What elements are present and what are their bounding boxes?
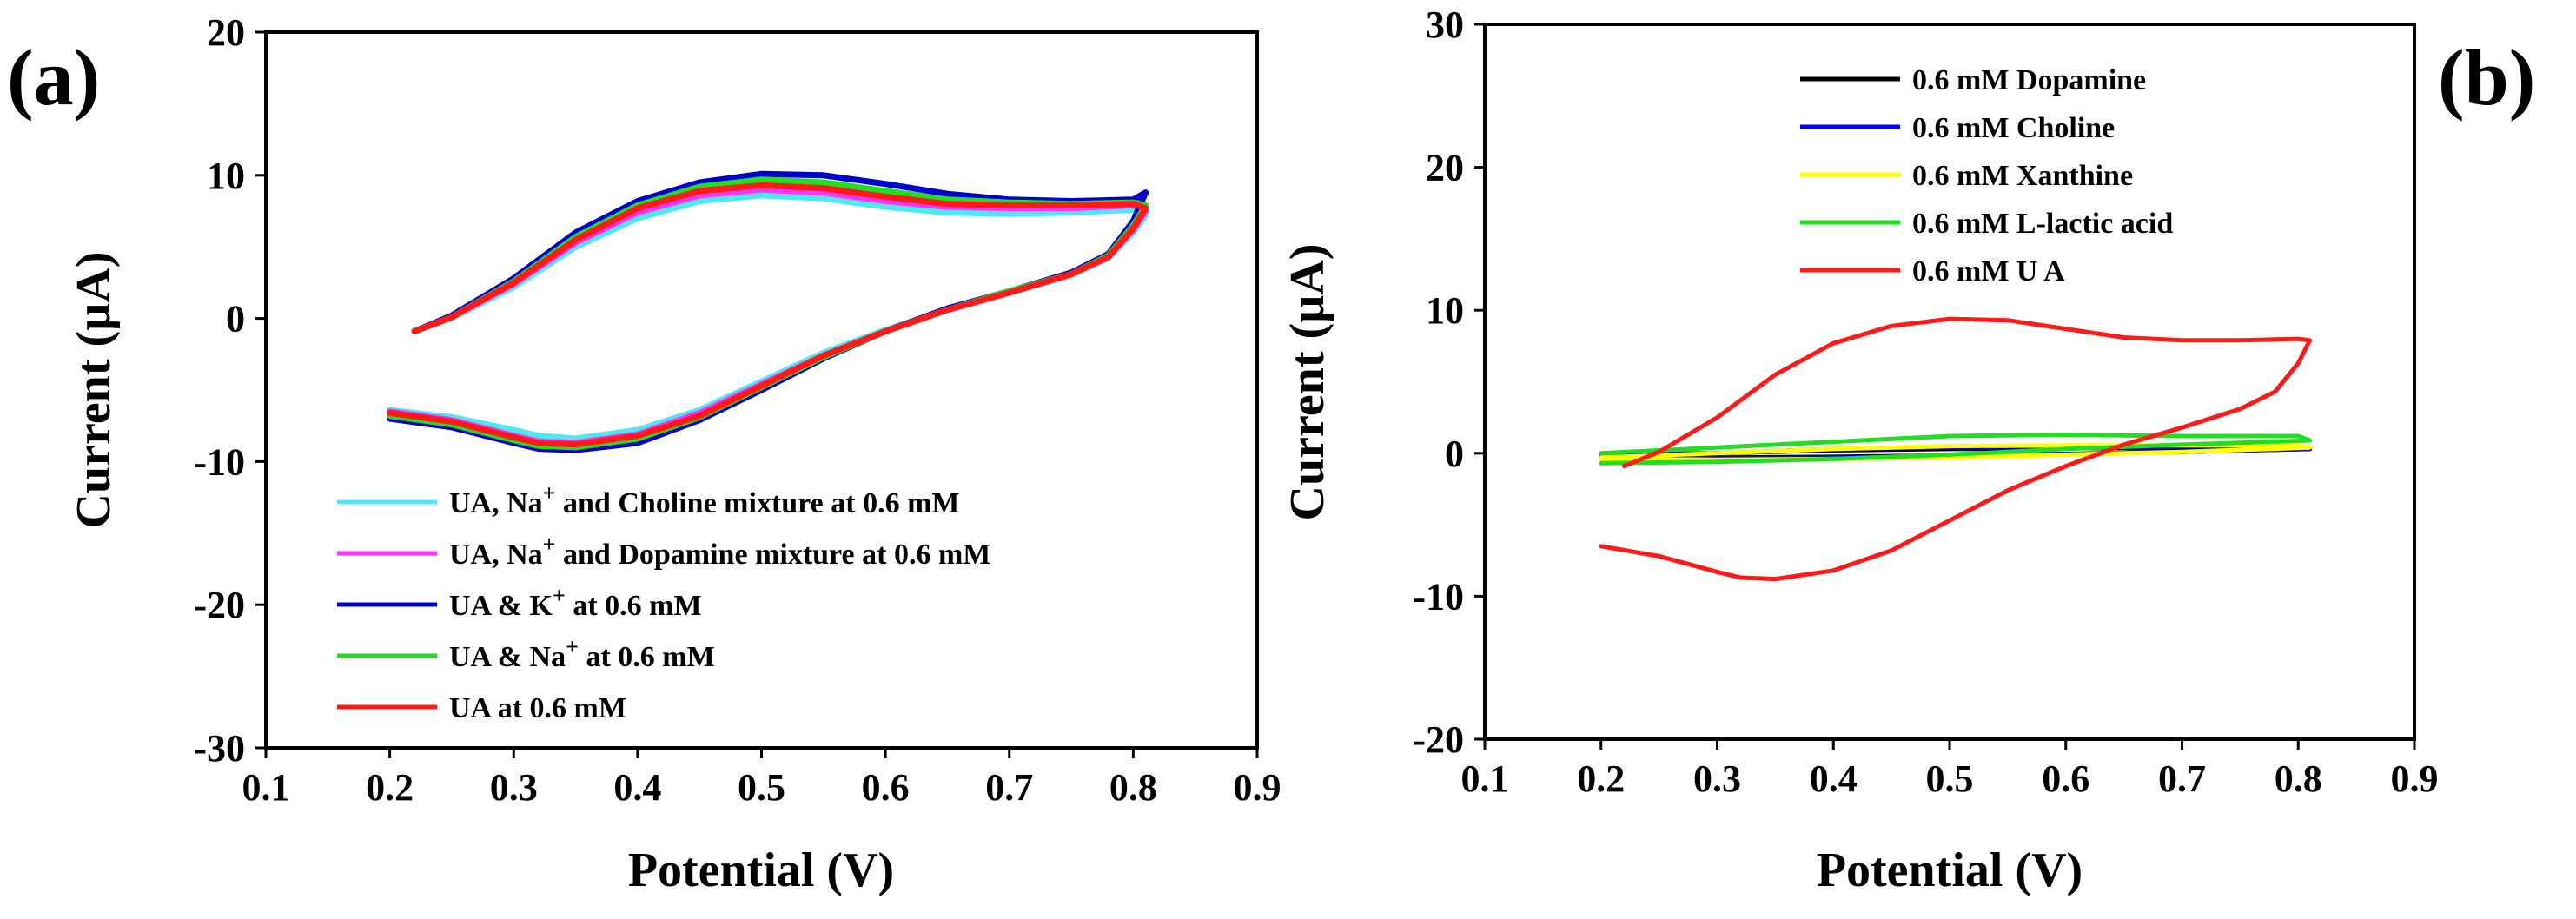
- series-line: [387, 182, 1149, 448]
- x-tick-label: 0.1: [1461, 757, 1509, 800]
- x-tick-label: 0.8: [1109, 766, 1157, 809]
- x-tick-label: 0.3: [1693, 757, 1741, 800]
- series-line: [387, 176, 1149, 451]
- series-line: [1599, 432, 2313, 466]
- legend-entry-label: UA, Na+ and Dopamine mixture at 0.6 mM: [449, 532, 990, 572]
- y-axis-title: Current (µA): [67, 252, 121, 529]
- x-tick-label: 0.3: [490, 766, 538, 809]
- chart-panel-b: 0.1 0.2 0.3 0.4 0.5 0.6 0.7 0.8 0.9 30 20 10 0 -10 -20…: [1281, 3, 2535, 897]
- x-tick-label: 0.9: [1234, 766, 1281, 809]
- y-tick-label: -30: [194, 727, 245, 770]
- legend: UA, Na+ and Choline mixture at 0.6 mM UA,…: [337, 480, 990, 724]
- y-tick-label: 20: [207, 11, 245, 54]
- x-tick-label: 0.2: [1577, 757, 1625, 800]
- x-tick-label: 0.8: [2275, 757, 2322, 800]
- legend-entry-label: 0.6 mM Xanthine: [1912, 160, 2133, 192]
- legend-entry-label: 0.6 mM L-lactic acid: [1912, 208, 2173, 240]
- legend-entry-label: UA at 0.6 mM: [449, 692, 626, 724]
- x-axis-title: Potential (V): [628, 843, 894, 897]
- series-line: [387, 192, 1149, 442]
- y-tick-label: 10: [207, 155, 245, 197]
- x-tick-label: 0.4: [613, 766, 661, 809]
- y-tick-label: 10: [1426, 289, 1464, 332]
- legend-entry-label: UA, Na+ and Choline mixture at 0.6 mM: [449, 480, 959, 520]
- y-tick-label: 0: [226, 298, 245, 340]
- x-axis-title: Potential (V): [1817, 843, 2083, 897]
- panel-label: (a): [7, 33, 100, 122]
- y-tick-label: -10: [1413, 575, 1464, 618]
- legend-entry-label: 0.6 mM U A: [1912, 255, 2065, 288]
- panel-label: (b): [2438, 33, 2535, 122]
- legend-entry-label: 0.6 mM Dopamine: [1912, 64, 2146, 96]
- x-tick-label: 0.5: [738, 766, 785, 809]
- y-tick-label: 30: [1426, 3, 1464, 46]
- y-axis-title: Current (µA): [1281, 244, 1334, 521]
- x-tick-label: 0.4: [1810, 757, 1858, 800]
- x-tick-label: 0.5: [1926, 757, 1974, 800]
- legend-entry-label: UA & K+ at 0.6 mM: [449, 583, 702, 623]
- x-tick-label: 0.6: [862, 766, 910, 809]
- x-tick-label: 0.6: [2042, 757, 2089, 800]
- y-tick-label: -20: [194, 584, 245, 626]
- y-tick-label: -20: [1413, 718, 1464, 761]
- legend-entry-label: UA & Na+ at 0.6 mM: [449, 634, 715, 674]
- x-tick-label: 0.1: [242, 766, 290, 809]
- y-tick-label: 0: [1445, 433, 1464, 475]
- x-tick-label: 0.7: [2158, 757, 2206, 800]
- series-line: [387, 186, 1149, 446]
- legend-entry-label: 0.6 mM Choline: [1912, 112, 2115, 144]
- x-tick-label: 0.9: [2391, 757, 2439, 800]
- y-tick-label: -10: [194, 440, 245, 483]
- x-tick-label: 0.2: [366, 766, 414, 809]
- series-line: [1599, 316, 2313, 582]
- legend: 0.6 mM Dopamine 0.6 mM Choline 0.6 mM Xant…: [1800, 64, 2173, 288]
- x-tick-label: 0.7: [985, 766, 1033, 809]
- chart-panel-a: 0.1 0.2 0.3 0.4 0.5 0.6 0.7 0.8 0.9 20 10 0 -10 -20 -3…: [7, 11, 1281, 897]
- y-tick-label: 20: [1426, 147, 1464, 189]
